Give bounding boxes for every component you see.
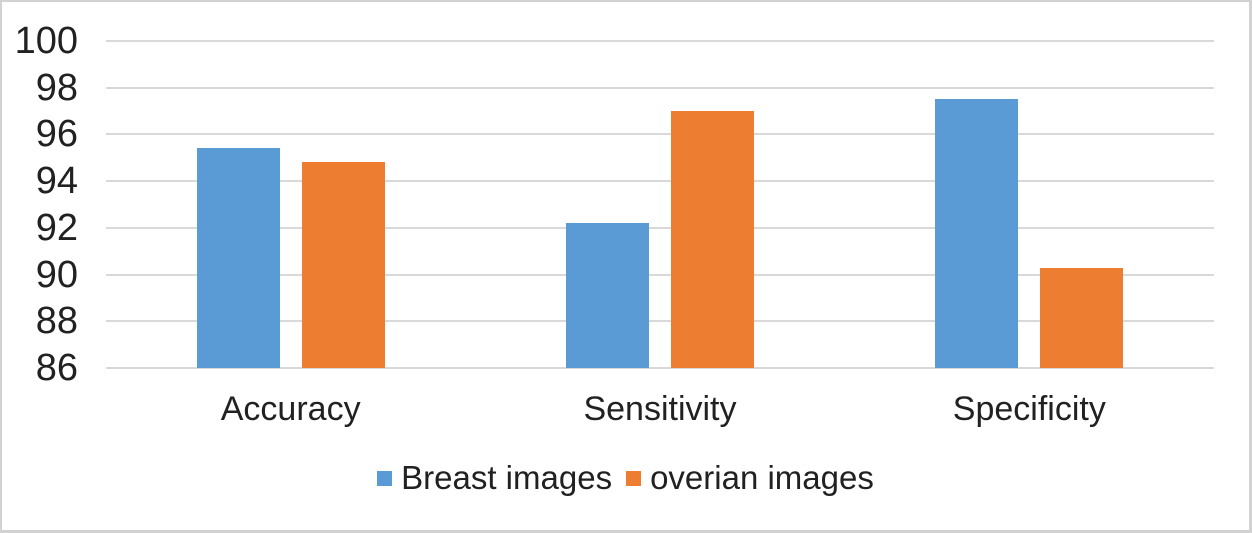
legend-item-breast-images: Breast images bbox=[377, 459, 612, 497]
y-axis-tick-label: 96 bbox=[35, 113, 78, 156]
gridline bbox=[106, 226, 1214, 229]
x-axis-category-label: Specificity bbox=[952, 390, 1106, 428]
legend-swatch-icon bbox=[377, 470, 393, 486]
x-axis-category-label: Sensitivity bbox=[583, 390, 737, 428]
gridline bbox=[106, 40, 1214, 42]
overian-images-accuracy-bar bbox=[301, 162, 385, 368]
x-axis-category-label: Accuracy bbox=[220, 390, 361, 428]
gridline bbox=[106, 367, 1214, 369]
legend-label: Breast images bbox=[401, 459, 613, 496]
legend-item-overian-images: overian images bbox=[626, 459, 874, 497]
gridline bbox=[106, 133, 1214, 136]
y-axis-tick-label: 100 bbox=[14, 20, 78, 62]
y-axis-tick-label: 92 bbox=[35, 206, 78, 249]
y-axis-tick-label: 98 bbox=[35, 66, 78, 109]
gridline bbox=[106, 180, 1214, 183]
gridline bbox=[106, 86, 1214, 89]
overian-images-specificity-bar bbox=[1040, 267, 1124, 368]
gridline bbox=[106, 320, 1214, 323]
breast-images-accuracy-bar bbox=[196, 148, 280, 368]
overian-images-sensitivity-bar bbox=[671, 111, 754, 368]
y-axis-tick-label: 90 bbox=[35, 253, 78, 296]
gridline bbox=[106, 273, 1214, 276]
breast-images-specificity-bar bbox=[935, 99, 1019, 368]
y-axis-tick-label: 86 bbox=[35, 347, 78, 389]
y-axis-tick-label: 94 bbox=[35, 160, 78, 203]
chart-legend: Breast images overian images bbox=[2, 459, 1249, 497]
breast-images-sensitivity-bar bbox=[566, 223, 649, 368]
legend-swatch-icon bbox=[626, 470, 642, 486]
legend-label: overian images bbox=[650, 459, 874, 496]
y-axis-tick-label: 88 bbox=[35, 300, 78, 343]
